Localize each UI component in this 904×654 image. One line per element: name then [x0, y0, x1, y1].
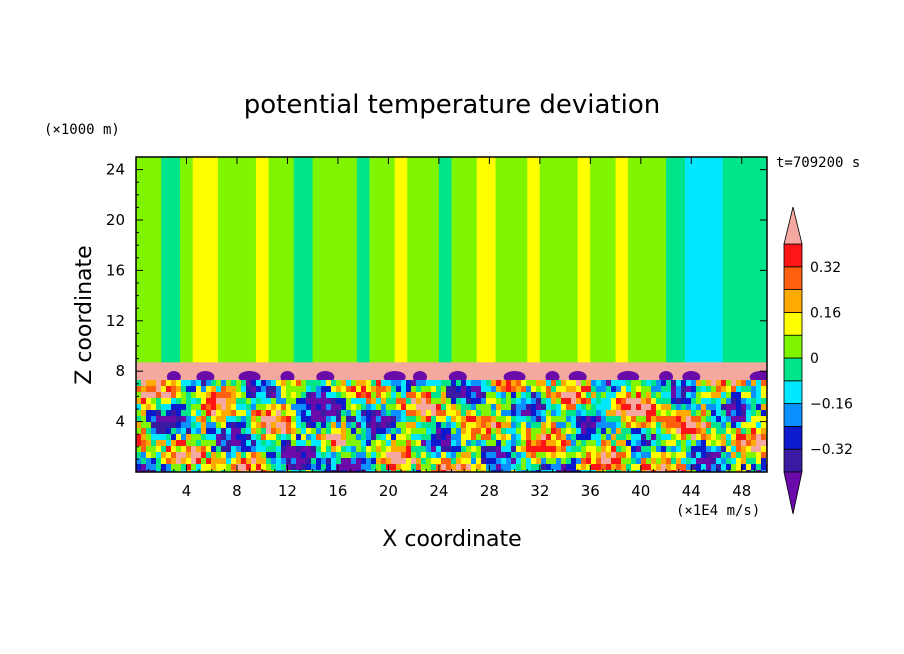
x-tick-label: 36	[581, 482, 600, 500]
upper-column-22	[628, 157, 667, 363]
upper-column-2	[180, 157, 193, 363]
y-tick-label: 16	[106, 261, 125, 279]
colorbar-tick-label: 0.16	[810, 305, 841, 321]
upper-column-4	[218, 157, 256, 363]
colorbar-segment	[783, 334, 803, 359]
y-tick-label: 4	[115, 413, 125, 431]
x-axis-label: X coordinate	[382, 527, 521, 552]
upper-column-0	[136, 157, 162, 363]
plot-area	[136, 157, 767, 472]
colorbar-segment	[783, 311, 803, 336]
layer-eddy-14	[749, 371, 767, 384]
upper-column-19	[577, 157, 591, 363]
y-axis-label: Z coordinate	[72, 245, 97, 384]
colorbar-segment	[783, 357, 803, 382]
colorbar-max-arrow	[783, 206, 803, 245]
colorbar-tick-label: 0.32	[810, 260, 841, 276]
upper-column-20	[590, 157, 616, 363]
x-tick-label: 24	[429, 482, 448, 500]
colorbar-tick-label: −0.32	[810, 442, 853, 458]
colorbar-min-arrow	[783, 471, 803, 515]
upper-column-23	[666, 157, 685, 363]
x-tick-label: 48	[732, 482, 751, 500]
y-tick-label: 24	[106, 161, 125, 179]
colorbar-tick-label: −0.16	[810, 397, 853, 413]
upper-column-7	[293, 157, 313, 363]
x-tick-label: 4	[182, 482, 192, 500]
upper-column-13	[438, 157, 452, 363]
upper-column-5	[255, 157, 269, 363]
upper-column-14	[451, 157, 477, 363]
x-tick-label: 32	[530, 482, 549, 500]
colorbar-segment	[783, 380, 803, 404]
upper-column-21	[615, 157, 629, 363]
x-tick-label: 40	[631, 482, 650, 500]
upper-column-3	[192, 157, 219, 363]
upper-column-1	[161, 157, 181, 363]
x-tick-label: 16	[328, 482, 347, 500]
upper-column-9	[356, 157, 370, 363]
colorbar-segment	[783, 448, 803, 473]
upper-column-17	[527, 157, 540, 363]
colorbar-segment	[783, 425, 803, 450]
upper-column-8	[312, 157, 357, 363]
upper-column-16	[495, 157, 528, 363]
chart-title: potential temperature deviation	[244, 90, 660, 120]
y-tick-label: 12	[106, 312, 125, 330]
upper-column-12	[407, 157, 439, 363]
y-tick-label: 8	[115, 362, 125, 380]
upper-column-25	[722, 157, 767, 363]
x-tick-label: 12	[278, 482, 297, 500]
colorbar-segment	[783, 266, 803, 290]
upper-column-15	[476, 157, 496, 363]
upper-column-10	[369, 157, 395, 363]
x-tick-label: 28	[480, 482, 499, 500]
x-tick-label: 8	[232, 482, 242, 500]
colorbar-segment	[783, 403, 803, 427]
colorbar-segment	[783, 289, 803, 313]
colorbar: 0.32 0.16 0 −0.16 −0.32	[783, 206, 853, 515]
upper-column-6	[268, 157, 294, 363]
colorbar-tick-label: 0	[810, 351, 819, 367]
y-unit-label: (×1000 m)	[44, 122, 120, 138]
x-tick-label: 20	[379, 482, 398, 500]
x-tick-label: 44	[682, 482, 701, 500]
colorbar-segment	[783, 243, 803, 268]
x-unit-label: (×1E4 m/s)	[676, 503, 760, 519]
y-tick-label: 20	[106, 211, 125, 229]
upper-column-18	[539, 157, 578, 363]
upper-column-11	[394, 157, 408, 363]
upper-column-24	[684, 157, 723, 363]
time-label: t=709200 s	[776, 155, 860, 171]
